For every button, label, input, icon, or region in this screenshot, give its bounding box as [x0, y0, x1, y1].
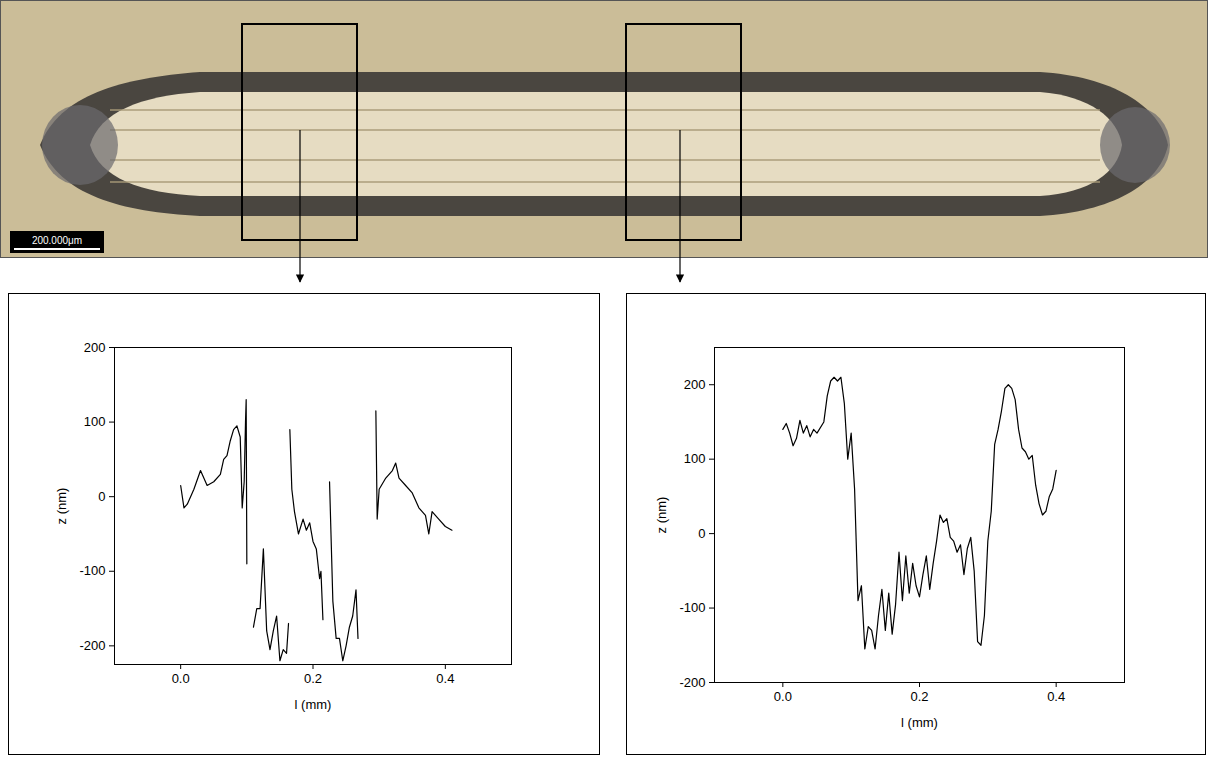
- svg-text:-100: -100: [79, 563, 105, 578]
- svg-text:100: 100: [84, 414, 106, 429]
- svg-text:-200: -200: [679, 675, 705, 690]
- svg-text:0.2: 0.2: [910, 689, 928, 704]
- svg-text:z (nm): z (nm): [54, 488, 69, 525]
- svg-text:0.4: 0.4: [1047, 689, 1065, 704]
- svg-text:l (mm): l (mm): [901, 715, 938, 730]
- svg-text:200: 200: [84, 340, 106, 355]
- svg-text:0.0: 0.0: [172, 671, 190, 686]
- svg-text:0: 0: [698, 526, 705, 541]
- svg-text:0.2: 0.2: [304, 671, 322, 686]
- svg-text:0: 0: [98, 489, 105, 504]
- svg-text:100: 100: [684, 451, 706, 466]
- svg-text:-100: -100: [679, 600, 705, 615]
- svg-text:0.0: 0.0: [774, 689, 792, 704]
- svg-text:z (nm): z (nm): [654, 497, 669, 534]
- svg-text:-200: -200: [79, 638, 105, 653]
- svg-text:200.000μm: 200.000μm: [32, 235, 82, 246]
- svg-text:200: 200: [684, 377, 706, 392]
- svg-text:l (mm): l (mm): [295, 697, 332, 712]
- svg-text:0.4: 0.4: [436, 671, 454, 686]
